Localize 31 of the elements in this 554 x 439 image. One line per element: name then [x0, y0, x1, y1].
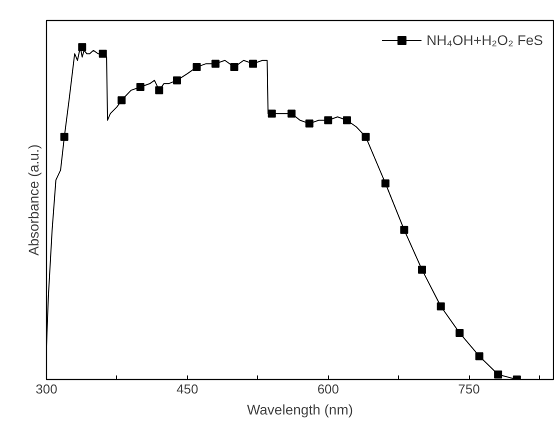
point [418, 266, 426, 274]
point [173, 76, 182, 84]
point [155, 86, 164, 94]
point [212, 60, 220, 68]
point [436, 302, 445, 310]
point [475, 352, 484, 360]
x-axis-title: Wavelength (nm) [246, 402, 354, 418]
x-tick-label: 600 [317, 382, 340, 396]
point [136, 82, 144, 91]
point [456, 328, 464, 337]
point [78, 43, 86, 52]
y-axis-title: Absorbance (a.u.) [26, 144, 42, 256]
point [98, 50, 107, 58]
point [249, 60, 258, 68]
point [60, 132, 68, 141]
legend-label: NH₄OH+H₂O₂ FeS [426, 32, 543, 48]
point [362, 132, 370, 141]
point [230, 63, 238, 72]
point [288, 110, 296, 118]
point [494, 370, 502, 379]
x-tick-label: 450 [176, 382, 198, 396]
x-tick-label: 300 [36, 382, 58, 396]
point [324, 116, 332, 124]
point [342, 116, 351, 124]
point [268, 110, 276, 118]
point [381, 179, 390, 188]
point [305, 120, 314, 128]
point [192, 63, 201, 72]
x-tick-label: 750 [458, 382, 480, 396]
point [118, 96, 126, 104]
point [400, 226, 408, 234]
